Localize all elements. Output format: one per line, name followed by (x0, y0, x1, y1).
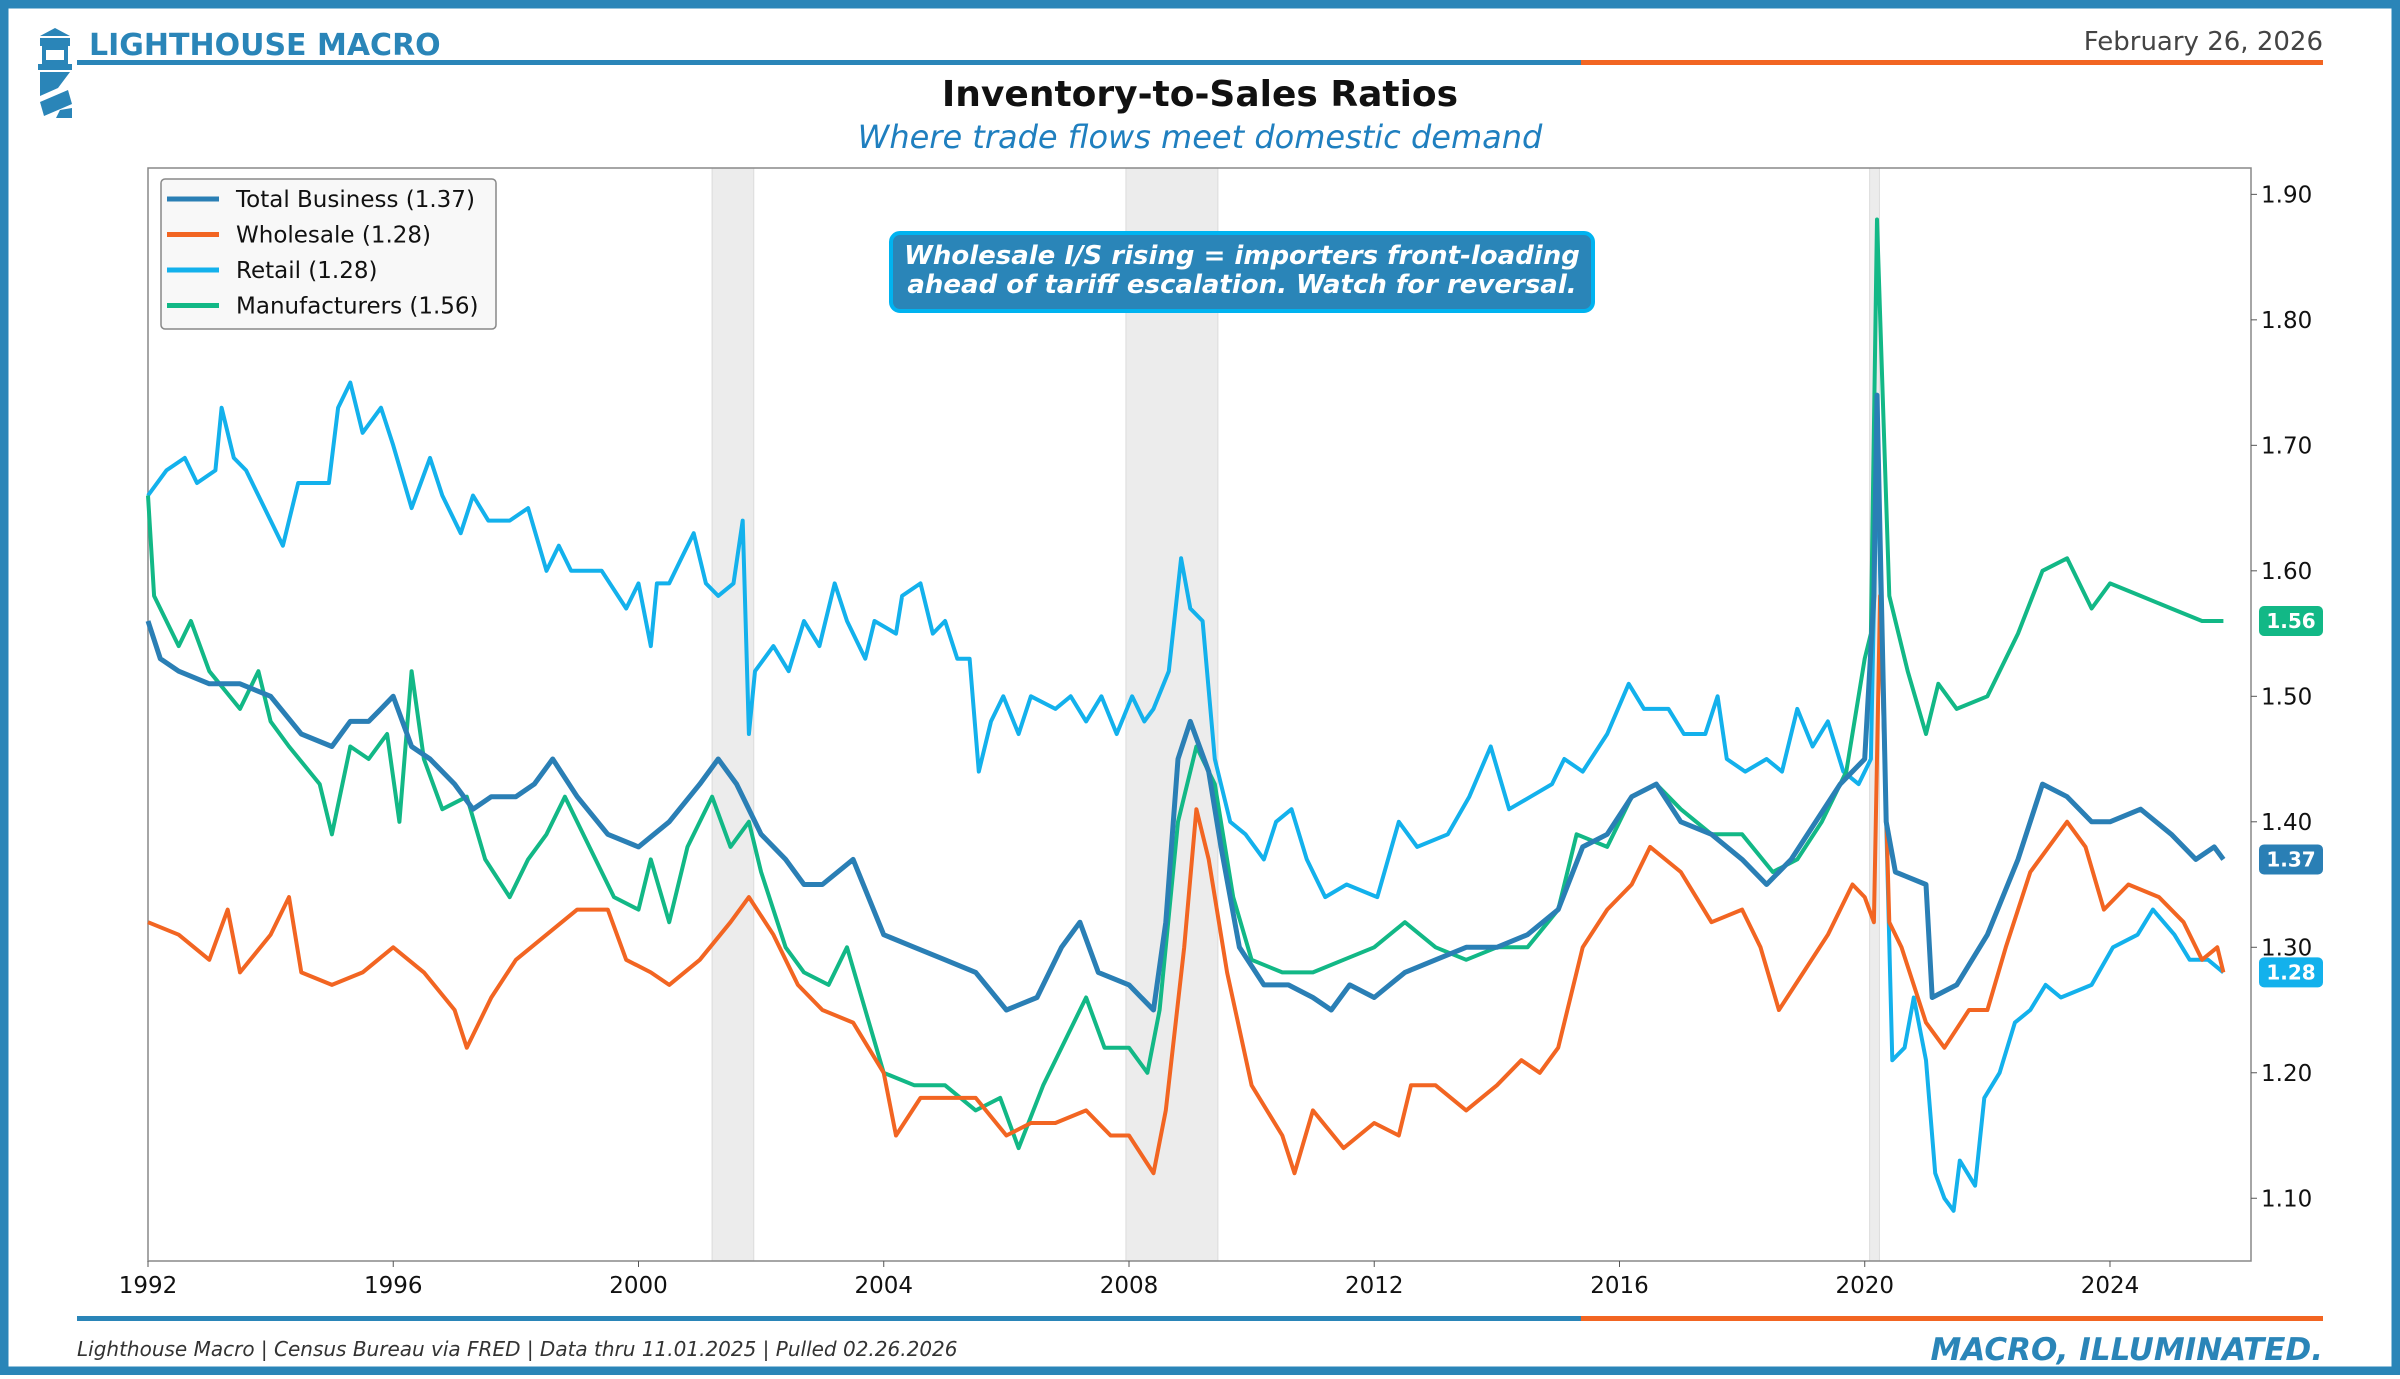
y-tick-label: 1.40 (2261, 810, 2312, 836)
end-value-labels: 1.56 1.37 1.28 (2259, 606, 2323, 988)
series-line-retail (146, 380, 2225, 1213)
x-tick-label: 2000 (609, 1273, 668, 1299)
brand-name: LIGHTHOUSE MACRO (89, 28, 441, 63)
x-tick-label: 1996 (364, 1273, 423, 1299)
series-line-total (145, 392, 2226, 1013)
x-tick-label: 2020 (1835, 1273, 1894, 1299)
y-tick-label: 1.30 (2261, 935, 2312, 961)
footer-rule-orange (1581, 1316, 2323, 1321)
end-label-value: 1.56 (2266, 609, 2315, 633)
header-rule-orange (1581, 60, 2323, 65)
annotation-line-2: ahead of tariff escalation. Watch for re… (907, 270, 1576, 300)
series-line-manufacturers (146, 217, 2224, 1151)
end-label-value: 1.37 (2266, 847, 2315, 871)
x-axis: 1992 1996 2000 2004 2008 2012 2016 2020 2024 (119, 1261, 2140, 1299)
report-date: February 26, 2026 (2084, 27, 2323, 57)
y-tick-label: 1.90 (2261, 182, 2312, 208)
chart-subtitle: Where trade flows meet domestic demand (858, 118, 1543, 156)
y-tick-label: 1.50 (2261, 684, 2312, 710)
end-label-badge (2259, 957, 2323, 988)
y-tick-label: 1.20 (2261, 1061, 2312, 1087)
x-tick-label: 1992 (119, 1273, 178, 1299)
x-tick-label: 2016 (1590, 1273, 1649, 1299)
legend-label: Wholesale (1.28) (236, 223, 431, 249)
y-axis: 1.10 1.20 1.30 1.40 1.50 1.60 1.70 1.80 1.90 (2251, 182, 2312, 1212)
x-tick-label: 2024 (2081, 1273, 2140, 1299)
y-tick-label: 1.70 (2261, 433, 2312, 459)
y-tick-label: 1.10 (2261, 1186, 2312, 1212)
source-note: Lighthouse Macro | Census Bureau via FRE… (77, 1337, 958, 1361)
legend-label: Retail (1.28) (236, 258, 377, 284)
x-tick-label: 2008 (1100, 1273, 1159, 1299)
plot-area (147, 167, 2252, 1262)
x-tick-label: 2012 (1345, 1273, 1404, 1299)
footer-rule-blue (77, 1316, 1581, 1321)
chart-title: Inventory-to-Sales Ratios (942, 74, 1458, 115)
annotation-box: Wholesale I/S rising = importers front-l… (889, 231, 1595, 313)
legend: Total Business (1.37) Wholesale (1.28) Ret… (160, 178, 497, 330)
header-rule-blue (77, 60, 1581, 65)
annotation-line-1: Wholesale I/S rising = importers front-l… (904, 241, 1580, 271)
series-lines (145, 217, 2226, 1213)
legend-label: Total Business (1.37) (235, 187, 475, 213)
y-tick-label: 1.60 (2261, 559, 2312, 585)
lighthouse-logo-icon (38, 28, 72, 118)
end-label-badge (2259, 844, 2323, 875)
x-tick-label: 2004 (854, 1273, 913, 1299)
series-line-wholesale (147, 593, 2226, 1176)
end-label-badge (2259, 606, 2323, 637)
y-tick-label: 1.80 (2261, 308, 2312, 334)
legend-label: Manufacturers (1.56) (236, 294, 479, 320)
tagline: MACRO, ILLUMINATED. (1931, 1332, 2323, 1368)
end-label-value: 1.28 (2266, 960, 2315, 984)
